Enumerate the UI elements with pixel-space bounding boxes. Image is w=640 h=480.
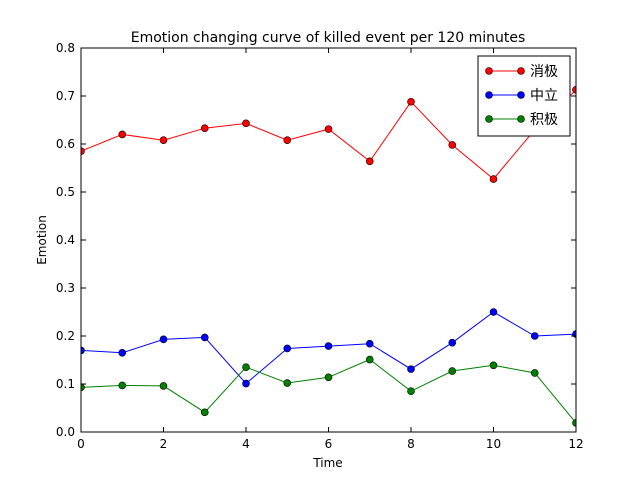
data-point — [283, 379, 292, 387]
data-point — [118, 348, 127, 357]
x-tick-label: 0 — [77, 437, 85, 451]
series-line-2 — [81, 358, 576, 424]
data-point — [118, 130, 127, 139]
y-tick-label: 0.4 — [56, 233, 75, 247]
data-point — [200, 333, 209, 342]
data-point — [365, 339, 374, 348]
y-tick-label: 0.2 — [56, 329, 75, 343]
data-point — [81, 383, 85, 392]
data-point — [200, 408, 209, 417]
data-point — [200, 124, 209, 132]
data-point — [407, 387, 415, 396]
legend-label: 积极 — [530, 112, 558, 128]
data-point — [448, 367, 457, 375]
series-group — [81, 85, 576, 427]
legend-marker — [485, 67, 493, 75]
x-axis-label: Time — [312, 456, 342, 470]
plot-area: 0 2 4 6 8 10 12 0.0 0.1 0.2 0.3 0.4 0.5 0.6 0.7 0.8 — [56, 41, 584, 451]
y-tick-label: 0.0 — [56, 425, 75, 439]
legend-marker — [517, 115, 525, 123]
data-point — [572, 419, 576, 427]
data-point — [324, 342, 333, 350]
data-point — [365, 157, 374, 166]
data-point — [489, 175, 498, 183]
data-point — [572, 85, 576, 94]
legend-label: 中立 — [530, 88, 558, 104]
x-tick-label: 12 — [568, 437, 583, 451]
data-point — [283, 344, 292, 353]
y-tick-label: 0.3 — [56, 281, 75, 295]
y-tick-label: 0.8 — [56, 41, 75, 55]
data-point — [81, 147, 85, 155]
data-point — [407, 97, 415, 106]
data-point — [242, 119, 250, 128]
data-point — [242, 379, 250, 388]
data-point — [159, 382, 168, 390]
data-point — [448, 338, 457, 347]
data-point — [81, 346, 85, 355]
y-tick-label: 0.7 — [56, 89, 75, 103]
y-tick-label: 0.6 — [56, 137, 75, 151]
x-tick-label: 2 — [160, 437, 168, 451]
data-point — [448, 141, 457, 149]
data-point — [530, 369, 539, 377]
data-point — [242, 363, 250, 372]
y-tick-label: 0.5 — [56, 185, 75, 199]
legend-marker — [517, 67, 525, 75]
x-tick-label: 8 — [407, 437, 415, 451]
y-tick-label: 0.1 — [56, 377, 75, 391]
x-tick-label: 10 — [486, 437, 501, 451]
legend-marker — [485, 91, 493, 99]
y-axis-label: Emotion — [35, 215, 49, 265]
chart-title: Emotion changing curve of killed event p… — [131, 30, 526, 46]
legend-label: 消极 — [530, 64, 558, 80]
data-point — [159, 335, 168, 344]
data-point — [159, 136, 168, 144]
legend-marker — [485, 115, 493, 123]
legend-marker — [517, 91, 525, 99]
data-point — [530, 332, 539, 340]
data-point — [489, 361, 498, 370]
data-point — [324, 373, 333, 382]
data-point — [118, 381, 127, 390]
data-point — [365, 355, 374, 364]
data-point — [407, 365, 415, 373]
data-point — [489, 308, 498, 316]
x-tick-label: 4 — [242, 437, 250, 451]
x-tick-label: 6 — [325, 437, 333, 451]
data-point — [283, 136, 292, 144]
data-point — [324, 125, 333, 133]
